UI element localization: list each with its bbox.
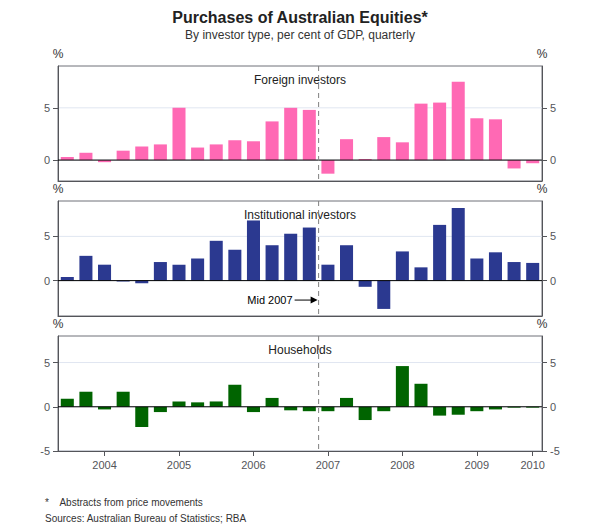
- svg-text:2004: 2004: [92, 459, 116, 471]
- svg-text:Institutional investors: Institutional investors: [244, 208, 356, 222]
- svg-text:2007: 2007: [316, 459, 340, 471]
- svg-text:%: %: [537, 317, 548, 331]
- svg-text:2008: 2008: [390, 459, 414, 471]
- svg-text:* Abstracts from price move: * Abstracts from price movements: [45, 497, 203, 508]
- svg-text:0: 0: [44, 154, 50, 166]
- svg-text:5: 5: [44, 230, 50, 242]
- svg-text:-5: -5: [40, 445, 50, 457]
- svg-text:0: 0: [44, 275, 50, 287]
- svg-text:Purchases of Australian Equiti: Purchases of Australian Equities*: [172, 9, 428, 26]
- svg-text:0: 0: [550, 401, 556, 413]
- svg-text:%: %: [53, 47, 64, 61]
- svg-text:0: 0: [550, 275, 556, 287]
- svg-text:5: 5: [44, 357, 50, 369]
- svg-text:%: %: [537, 47, 548, 61]
- svg-text:By investor type, per cent of: By investor type, per cent of GDP, quart…: [185, 28, 415, 42]
- svg-text:0: 0: [44, 401, 50, 413]
- svg-text:%: %: [537, 182, 548, 196]
- svg-text:2006: 2006: [241, 459, 265, 471]
- svg-text:5: 5: [550, 230, 556, 242]
- svg-text:Sources: Australian Bureau of: Sources: Australian Bureau of Statistics…: [45, 513, 247, 524]
- svg-text:Households: Households: [268, 343, 331, 357]
- svg-text:5: 5: [550, 357, 556, 369]
- svg-text:Foreign investors: Foreign investors: [254, 73, 346, 87]
- svg-text:5: 5: [550, 102, 556, 114]
- svg-text:-5: -5: [550, 445, 560, 457]
- svg-text:2010: 2010: [520, 459, 544, 471]
- svg-text:%: %: [53, 317, 64, 331]
- svg-text:2009: 2009: [465, 459, 489, 471]
- svg-text:%: %: [53, 182, 64, 196]
- svg-text:5: 5: [44, 102, 50, 114]
- svg-text:2005: 2005: [167, 459, 191, 471]
- svg-text:0: 0: [550, 154, 556, 166]
- svg-text:Mid 2007: Mid 2007: [247, 294, 292, 306]
